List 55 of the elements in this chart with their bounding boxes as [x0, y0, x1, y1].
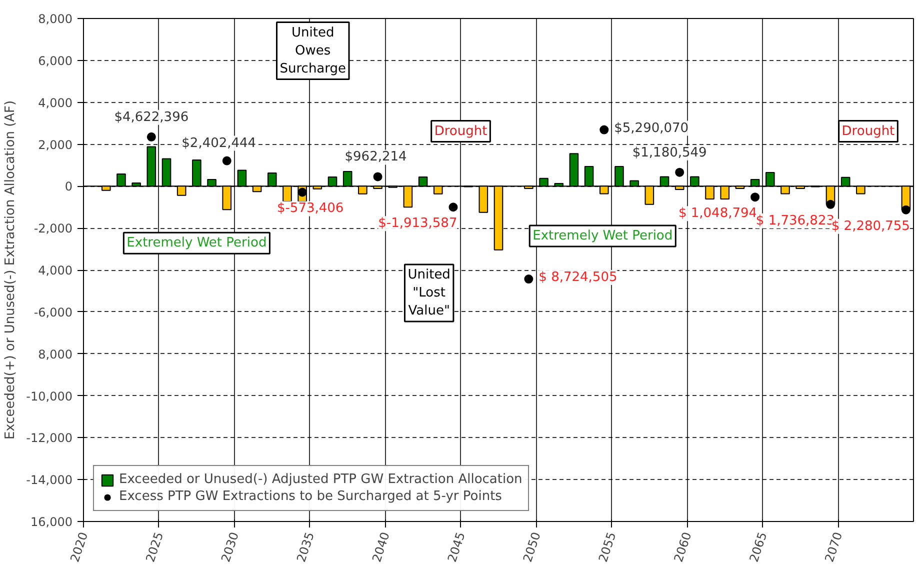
annotation: $1,180,549	[632, 145, 707, 160]
annotation: United Owes Surcharge	[280, 25, 346, 76]
annotation: $962,214	[344, 150, 407, 165]
y-tick-label: -14,000	[26, 473, 73, 488]
annotation: Extremely Wet Period	[126, 236, 267, 251]
annotation: $ 1,048,794	[678, 206, 758, 222]
point	[675, 168, 684, 177]
point	[901, 205, 910, 214]
y-tick-label: 8,000	[38, 12, 73, 26]
annotation: Drought	[434, 124, 488, 139]
point	[146, 132, 156, 142]
point	[298, 188, 307, 197]
point	[750, 192, 760, 202]
x-tick-label: 2060	[671, 530, 694, 564]
annotation: $ 8,724,505	[538, 270, 618, 286]
point	[448, 202, 458, 212]
x-tick-label: 2035	[294, 530, 317, 564]
y-tick-label: -6,000	[34, 305, 73, 320]
y-tick-label: -2,000	[34, 222, 73, 236]
y-axis-title: Exceeded(+) or Unused(-) Extraction Allocation (AF)	[3, 100, 18, 440]
y-tick-label: -10,000	[26, 389, 73, 404]
x-tick-label: 2050	[520, 530, 544, 564]
point	[524, 274, 534, 284]
annotation: $ 1,736,823	[756, 213, 835, 228]
y-tick-label: 16,000	[30, 515, 73, 529]
x-tick-label: 2040	[370, 530, 392, 564]
x-tick-label: 2070	[822, 530, 846, 564]
y-tick-label: 4,000	[38, 264, 73, 278]
y-tick-label: 8,000	[38, 347, 73, 362]
y-tick-label: -12,000	[26, 431, 73, 446]
x-tick-label: 2065	[746, 530, 770, 564]
point	[222, 156, 232, 166]
annotation: Drought	[842, 124, 895, 139]
y-tick-label: 2,000	[38, 138, 73, 152]
annotation: Extremely Wet Period	[532, 228, 673, 244]
annotation: $2,402,444	[182, 136, 256, 151]
annotation: United "Lost Value"	[408, 268, 450, 319]
point	[373, 172, 382, 182]
x-tick-label: 2045	[444, 530, 468, 564]
x-tick-label: 2020	[68, 530, 91, 564]
point	[600, 125, 609, 134]
y-tick-label: 4,000	[38, 96, 73, 110]
legend-label: Excess PTP GW Extractions to be Surcharged at 5-yr Points	[119, 489, 502, 504]
y-tick-label: 0	[64, 180, 73, 194]
x-tick-label: 2055	[596, 530, 619, 564]
x-tick-label: 2025	[143, 530, 166, 564]
legend-label: Exceeded or Unused(-) Adjusted PTP GW Extraction Allocation	[119, 472, 522, 487]
annotation: $5,290,070	[614, 120, 689, 136]
y-tick-label: 6,000	[38, 54, 73, 68]
annotation: $ 2,280,755	[831, 218, 910, 234]
point	[826, 200, 835, 209]
annotation: $4,622,396	[114, 110, 189, 125]
annotation: $-573,406	[276, 201, 344, 216]
annotation: $-1,913,587	[378, 216, 458, 232]
x-tick-label: 2030	[218, 530, 242, 564]
